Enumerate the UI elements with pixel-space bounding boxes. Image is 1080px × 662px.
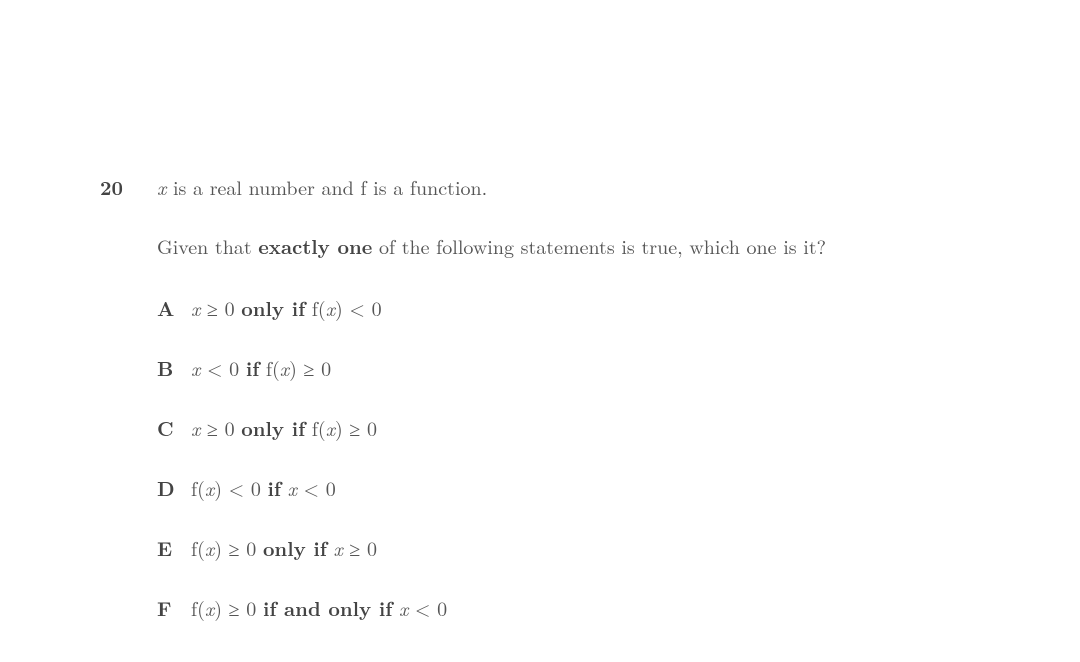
option-letter: C [157,408,191,448]
option-text: f(x) ≥ 0 only if x ≥ 0 [191,528,377,568]
stem-line-1: x is a real number and f is a function. [157,172,826,201]
option-D: Df(x) < 0 if x < 0 [157,468,447,508]
option-text: x ≥ 0 only if f(x) ≥ 0 [191,408,377,448]
options-list: Ax ≥ 0 only if f(x) < 0Bx < 0 if f(x) ≥ … [157,288,447,628]
option-letter: B [157,348,191,388]
option-text: f(x) < 0 if x < 0 [191,468,336,508]
exam-page: 20 x is a real number and f is a functio… [0,0,1080,662]
question-stem: x is a real number and f is a function. … [157,172,826,290]
option-E: Ef(x) ≥ 0 only if x ≥ 0 [157,528,447,568]
option-F: Ff(x) ≥ 0 if and only if x < 0 [157,588,447,628]
option-C: Cx ≥ 0 only if f(x) ≥ 0 [157,408,447,448]
option-letter: A [157,288,191,328]
option-letter: E [157,528,191,568]
option-letter: D [157,468,191,508]
stem-line-2: Given that exactly one of the following … [157,231,826,260]
option-letter: F [157,588,191,628]
question-number: 20 [100,172,123,201]
option-B: Bx < 0 if f(x) ≥ 0 [157,348,447,388]
option-A: Ax ≥ 0 only if f(x) < 0 [157,288,447,328]
option-text: f(x) ≥ 0 if and only if x < 0 [191,588,447,628]
option-text: x ≥ 0 only if f(x) < 0 [191,288,382,328]
option-text: x < 0 if f(x) ≥ 0 [191,348,331,388]
